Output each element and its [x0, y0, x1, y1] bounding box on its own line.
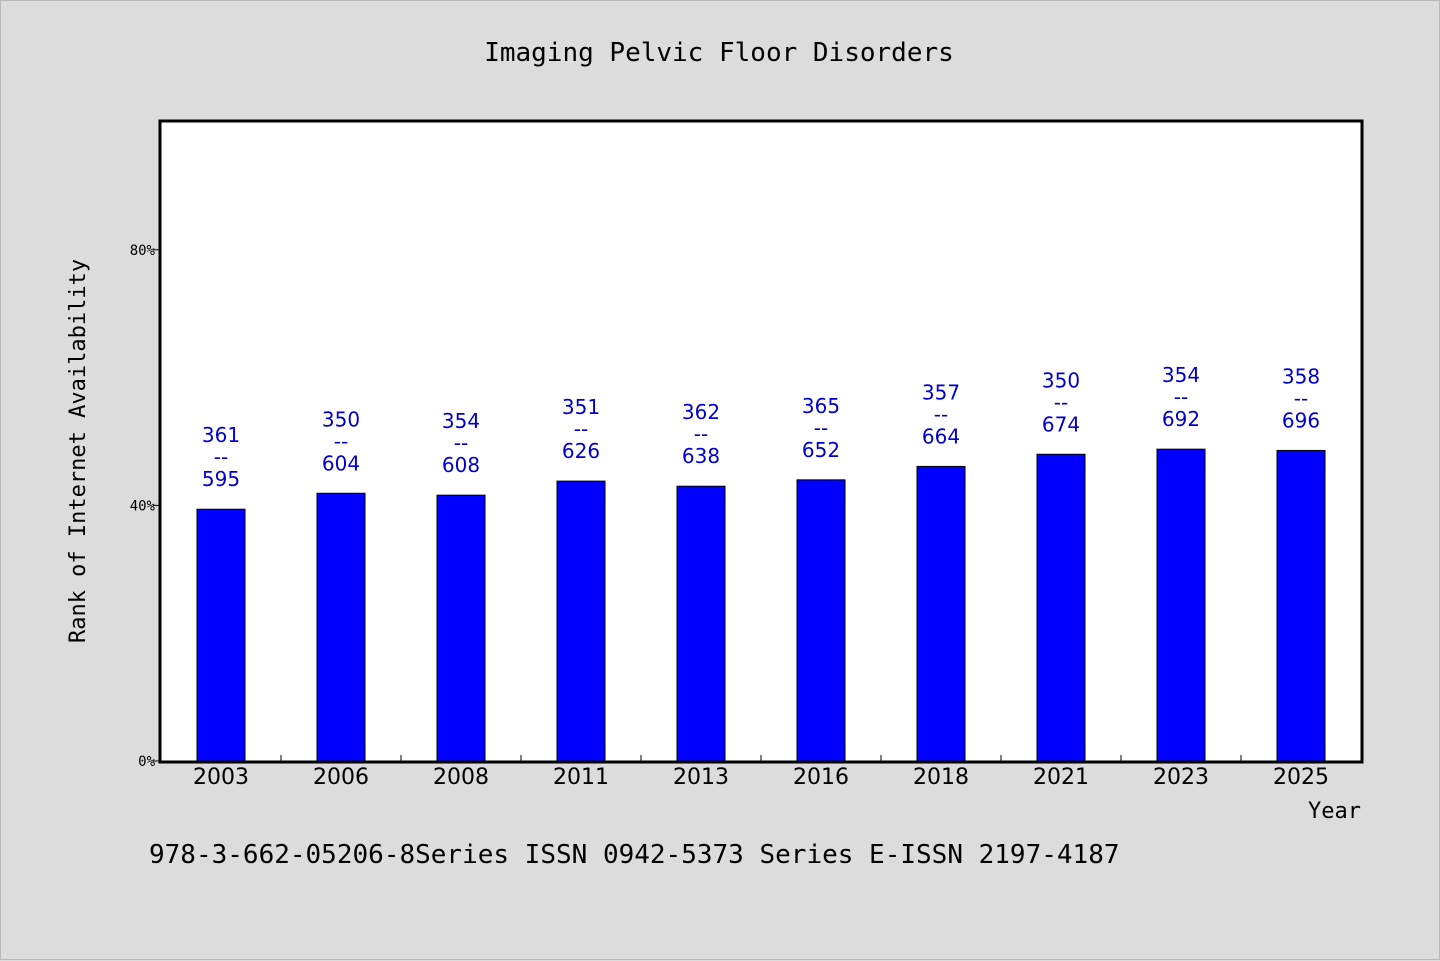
x-tick-label: 2025 — [1273, 765, 1329, 790]
footer-isbn-issn: 978-3-662-05206-8Series ISSN 0942-5373 S… — [149, 840, 1120, 870]
bar — [796, 479, 846, 762]
x-axis-ticks: 2003 2006 2008 2011 2013 2016 2018 2021 2023 2025 — [193, 755, 1329, 790]
bar-value-label: -- — [1054, 390, 1068, 414]
x-tick-label: 2011 — [553, 765, 609, 790]
bar-value-label: -- — [1174, 385, 1188, 409]
bar-value-label: 365 — [802, 394, 840, 418]
bar-value-label: 350 — [322, 407, 360, 431]
x-tick-label: 2008 — [433, 765, 489, 790]
x-tick-label: 2021 — [1033, 765, 1089, 790]
bar-value-label: 361 — [202, 423, 240, 447]
bar — [916, 465, 966, 762]
y-axis-ticks: 0% 40% 80% — [130, 243, 161, 770]
bar — [316, 492, 366, 762]
x-tick-label: 2023 — [1153, 765, 1209, 790]
bar-value-label: 357 — [922, 380, 960, 404]
bar — [676, 485, 726, 762]
bar — [556, 480, 606, 762]
chart-title: Imaging Pelvic Floor Disorders — [484, 38, 954, 68]
bar-value-label: -- — [334, 429, 348, 453]
bar-value-label: -- — [814, 416, 828, 440]
bar-value-label: 664 — [922, 424, 960, 448]
bar-value-label: 608 — [442, 453, 480, 477]
x-tick-label: 2016 — [793, 765, 849, 790]
y-tick-label: 80% — [130, 243, 156, 259]
bar — [436, 494, 486, 762]
x-tick-label: 2013 — [673, 765, 729, 790]
x-tick-label: 2003 — [193, 765, 249, 790]
bar-value-label: -- — [454, 431, 468, 455]
y-axis-label: Rank of Internet Availability — [66, 259, 91, 643]
bar-value-label: 362 — [682, 400, 720, 424]
bar-value-label: 350 — [1042, 368, 1080, 392]
y-tick-label: 0% — [138, 754, 155, 770]
bar — [1156, 448, 1206, 762]
bar-value-label: 354 — [442, 409, 480, 433]
bar-labels-group: 361--595350--604354--608351--626362--638… — [202, 363, 1320, 491]
bar-value-label: 674 — [1042, 412, 1080, 436]
bar — [1036, 453, 1086, 762]
bar-value-label: 696 — [1282, 408, 1320, 432]
bar-value-label: -- — [934, 402, 948, 426]
bar — [196, 508, 246, 762]
bar-value-label: 595 — [202, 467, 240, 491]
bar-value-label: -- — [1294, 386, 1308, 410]
bar-value-label: 354 — [1162, 363, 1200, 387]
bar-value-label: -- — [574, 417, 588, 441]
bar-value-label: 358 — [1282, 364, 1320, 388]
bar-value-label: -- — [694, 422, 708, 446]
bar-value-label: 692 — [1162, 407, 1200, 431]
y-tick-label: 40% — [130, 498, 156, 514]
bar-value-label: 652 — [802, 438, 840, 462]
bar — [1276, 449, 1326, 762]
bar-value-label: 351 — [562, 395, 600, 419]
x-axis-label: Year — [1308, 799, 1361, 824]
bar-value-label: 626 — [562, 439, 600, 463]
bar-value-label: 638 — [682, 444, 720, 468]
bars-group — [196, 448, 1326, 762]
bar-value-label: -- — [214, 445, 228, 469]
x-tick-label: 2006 — [313, 765, 369, 790]
bar-value-label: 604 — [322, 451, 360, 475]
x-tick-label: 2018 — [913, 765, 969, 790]
